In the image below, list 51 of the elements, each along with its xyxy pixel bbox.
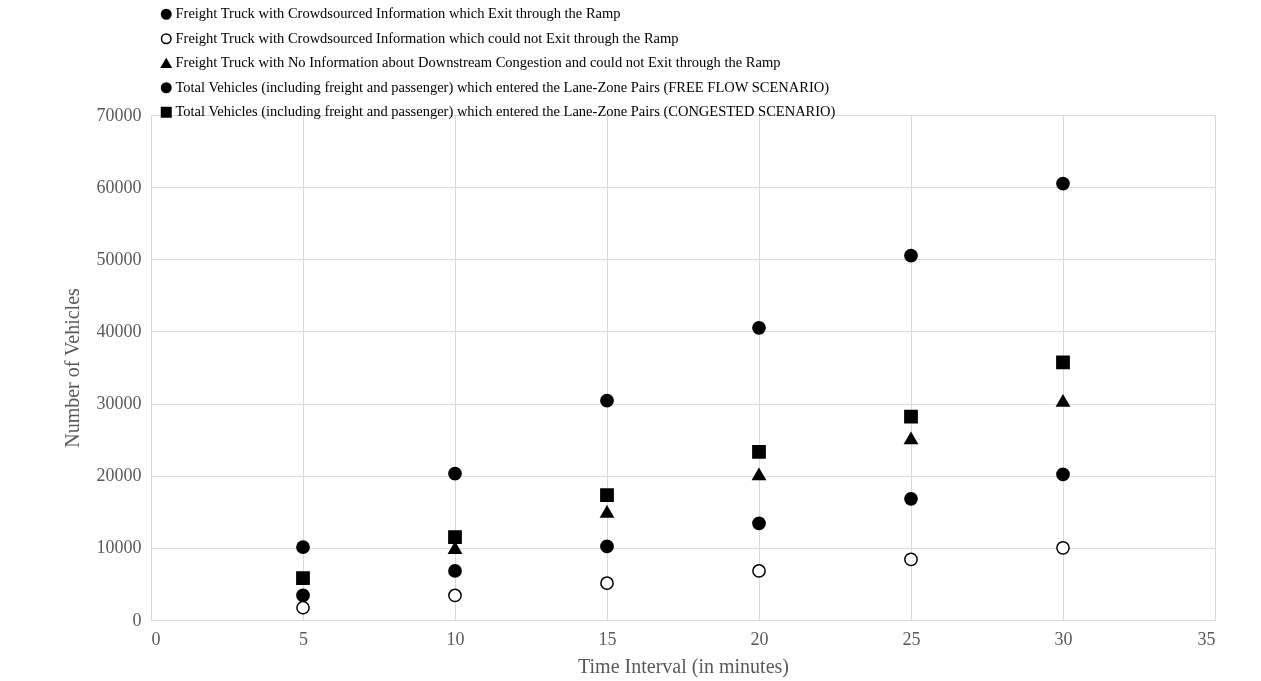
y-tick-label: 70000 — [96, 104, 142, 125]
point — [904, 409, 918, 424]
point — [600, 393, 614, 408]
point — [296, 540, 310, 554]
point — [1056, 394, 1070, 407]
point — [296, 571, 310, 586]
point — [904, 491, 918, 506]
point — [752, 445, 766, 459]
point — [1056, 541, 1070, 555]
point — [904, 552, 918, 567]
point — [904, 432, 918, 445]
legend-label: Freight Truck with Crowdsourced Information which could not Exit through the Ramp — [175, 29, 679, 46]
x-tick-label: 35 — [1197, 628, 1216, 649]
x-tick-label: 15 — [598, 628, 617, 649]
legend-label: Freight Truck with No Information about Downstream Congestion and could not Exit through the Ramp — [175, 54, 781, 71]
y-tick-label: 50000 — [96, 248, 142, 269]
y-axis-title: Number of Vehicles — [60, 287, 83, 448]
x-tick-label: 25 — [902, 628, 921, 649]
point — [448, 588, 462, 603]
point — [448, 530, 462, 544]
point — [752, 564, 766, 578]
y-tick-label: 10000 — [96, 537, 142, 558]
point — [752, 468, 766, 481]
point — [752, 516, 766, 531]
point — [296, 600, 310, 615]
x-tick-label: 0 — [151, 628, 161, 649]
point — [600, 576, 614, 591]
y-tick-label: 30000 — [96, 393, 142, 414]
point — [600, 539, 614, 554]
legend-label: Total Vehicles (including freight and passenger) which entered the Lane-Zone Pairs (FREE FLOW SCENARIO) — [175, 78, 830, 96]
x-tick-label: 30 — [1054, 628, 1073, 649]
y-tick-label: 60000 — [96, 176, 142, 197]
x-tick-label: 10 — [446, 628, 465, 649]
legend-label: Freight Truck with Crowdsourced Information which Exit through the Ramp — [175, 5, 621, 22]
x-axis-title: Time Interval (in minutes) — [578, 654, 789, 678]
y-tick-label: 40000 — [96, 320, 142, 341]
x-tick-label: 20 — [750, 628, 769, 649]
point — [600, 505, 614, 518]
y-tick-label: 0 — [132, 609, 142, 630]
point — [1056, 355, 1070, 370]
point — [600, 488, 614, 503]
point — [752, 320, 766, 335]
point — [296, 588, 310, 603]
point — [1056, 176, 1070, 191]
point — [448, 564, 462, 578]
x-tick-label: 5 — [299, 628, 308, 649]
point — [1056, 467, 1070, 482]
legend-label: Total Vehicles (including freight and passenger) which entered the Lane-Zone Pairs (CONGESTED SCENARIO) — [175, 103, 836, 121]
y-tick-label: 20000 — [96, 465, 142, 486]
point — [448, 466, 462, 481]
point — [904, 248, 918, 263]
